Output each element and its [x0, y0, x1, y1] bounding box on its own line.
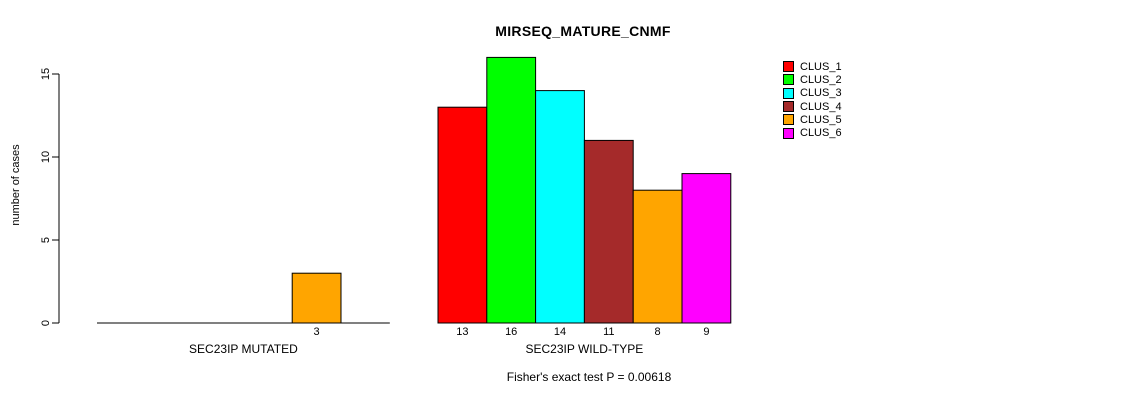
y-tick-label: 5 — [40, 237, 52, 243]
legend-label: CLUS_2 — [800, 73, 842, 86]
bar-clus_3 — [535, 90, 585, 324]
bar-value-label: 3 — [314, 326, 320, 338]
legend: CLUS_1 CLUS_2 CLUS_3 CLUS_4 CLUS_5 CLUS_6 — [783, 60, 842, 140]
bar-clus_5 — [291, 272, 342, 324]
legend-item-clus_6: CLUS_6 — [783, 126, 842, 139]
bar-value-label: 14 — [554, 326, 566, 338]
legend-swatch-icon — [783, 61, 794, 73]
legend-label: CLUS_4 — [800, 100, 842, 113]
chart-title: MIRSEQ_MATURE_CNMF — [495, 23, 671, 39]
legend-swatch-icon — [783, 127, 794, 139]
bar-value-label: 9 — [703, 326, 709, 338]
legend-swatch-icon — [783, 87, 794, 99]
legend-swatch-icon — [783, 74, 794, 86]
y-tick-label: 10 — [40, 151, 52, 163]
legend-label: CLUS_5 — [800, 113, 842, 126]
legend-label: CLUS_3 — [800, 87, 842, 100]
legend-label: CLUS_1 — [800, 60, 842, 73]
bar-clus_2 — [486, 56, 537, 324]
bar-clus_1 — [437, 106, 488, 324]
legend-item-clus_3: CLUS_3 — [783, 87, 842, 100]
legend-item-clus_1: CLUS_1 — [783, 60, 842, 73]
bar-value-label: 11 — [603, 326, 614, 338]
bar-value-label: 13 — [456, 326, 468, 338]
legend-label: CLUS_6 — [800, 127, 842, 140]
x-category-label: SEC23IP MUTATED — [189, 342, 298, 356]
bar-clus_6 — [681, 173, 732, 324]
y-tick-label: 0 — [40, 320, 52, 326]
legend-swatch-icon — [783, 114, 794, 126]
legend-item-clus_5: CLUS_5 — [783, 113, 842, 126]
bar-value-label: 8 — [655, 326, 661, 338]
legend-swatch-icon — [783, 101, 794, 113]
bar-clus_4 — [583, 139, 634, 324]
y-tick-label: 15 — [40, 68, 52, 80]
bar-value-label: 16 — [505, 326, 517, 338]
x-category-label: SEC23IP WILD-TYPE — [525, 342, 643, 356]
pvalue-annotation: Fisher's exact test P = 0.00618 — [506, 370, 672, 384]
bar-clus_5 — [632, 189, 683, 324]
legend-item-clus_4: CLUS_4 — [783, 100, 842, 113]
legend-item-clus_2: CLUS_2 — [783, 73, 842, 86]
